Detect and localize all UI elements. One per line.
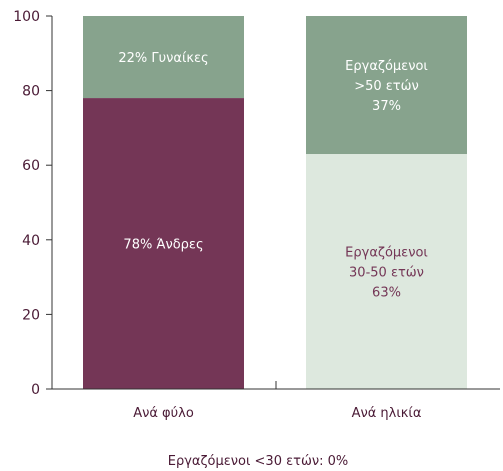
y-tick-label: 40 (22, 233, 40, 249)
x-category-label: Ανά ηλικία (352, 406, 422, 421)
bar-segment-label: 37% (372, 99, 401, 114)
bar-segment (306, 16, 467, 155)
x-axis-categories: Ανά φύλο Ανά ηλικία (133, 381, 421, 421)
bars-layer (83, 16, 467, 389)
x-category-label: Ανά φύλο (133, 406, 194, 421)
bar-segment (83, 98, 244, 389)
y-tick-label: 20 (22, 307, 40, 323)
bar-segment-label: 22% Γυναίκες (118, 51, 208, 66)
bar-segment-label: >50 ετών (354, 79, 419, 94)
footnote: Εργαζόμενοι <30 ετών: 0% (168, 454, 349, 469)
bar-segment-label: 30-50 ετών (349, 266, 424, 281)
y-tick-label: 100 (13, 9, 40, 25)
bar-segment (306, 154, 467, 389)
bar-segment-label: Εργαζόμενοι (345, 59, 428, 74)
y-tick-label: 0 (31, 382, 40, 398)
bar-segment-label: 63% (372, 286, 401, 301)
bar-segment-label: Εργαζόμενοι (345, 246, 428, 261)
bar-segment-label: 78% Άνδρες (123, 238, 203, 253)
y-tick-label: 80 (22, 84, 40, 100)
y-tick-label: 60 (22, 158, 40, 174)
y-axis-ticks: 0 20 40 60 80 100 (13, 9, 52, 398)
segment-labels-layer: 78% Άνδρες 22% Γυναίκες Εργαζόμενοι 30-50 ε… (118, 51, 428, 300)
bar-segment (83, 16, 244, 99)
